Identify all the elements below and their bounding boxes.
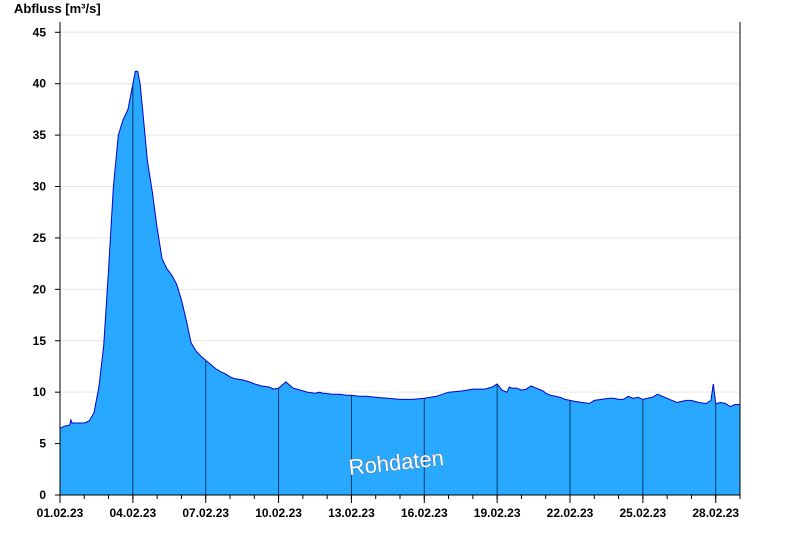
- xtick-layer: 01.02.23 04.02.23 07.02.23 10.02.23 13.02.23…: [37, 495, 741, 520]
- xtick-label-19.02.23: 19.02.23: [474, 506, 521, 520]
- y-axis-label: Abfluss [m³/s]: [14, 1, 101, 16]
- ytick-label-35: 35: [33, 128, 47, 142]
- xtick-label-16.02.23: 16.02.23: [401, 506, 448, 520]
- ytick-label-20: 20: [33, 282, 47, 296]
- ytick-label-40: 40: [33, 77, 47, 91]
- xtick-label-28.02.23: 28.02.23: [692, 506, 739, 520]
- xtick-label-22.02.23: 22.02.23: [547, 506, 594, 520]
- ytick-layer: 0 5 10 15 20 25 30 35 40 45: [33, 25, 60, 502]
- ytick-label-25: 25: [33, 231, 47, 245]
- ytick-label-0: 0: [39, 488, 46, 502]
- vline-layer: [132, 83, 717, 495]
- discharge-area: [60, 71, 740, 496]
- ytick-label-15: 15: [33, 334, 47, 348]
- xtick-label-10.02.23: 10.02.23: [255, 506, 302, 520]
- ytick-label-30: 30: [33, 180, 47, 194]
- xtick-label-25.02.23: 25.02.23: [619, 506, 666, 520]
- ytick-label-10: 10: [33, 385, 47, 399]
- ytick-label-5: 5: [39, 437, 46, 451]
- xtick-label-01.02.23: 01.02.23: [37, 506, 84, 520]
- discharge-line: [59, 70, 740, 429]
- xtick-label-04.02.23: 04.02.23: [109, 506, 156, 520]
- xtick-label-13.02.23: 13.02.23: [328, 506, 375, 520]
- area-layer: [59, 70, 740, 496]
- xtick-label-07.02.23: 07.02.23: [182, 506, 229, 520]
- ytick-label-45: 45: [33, 25, 47, 39]
